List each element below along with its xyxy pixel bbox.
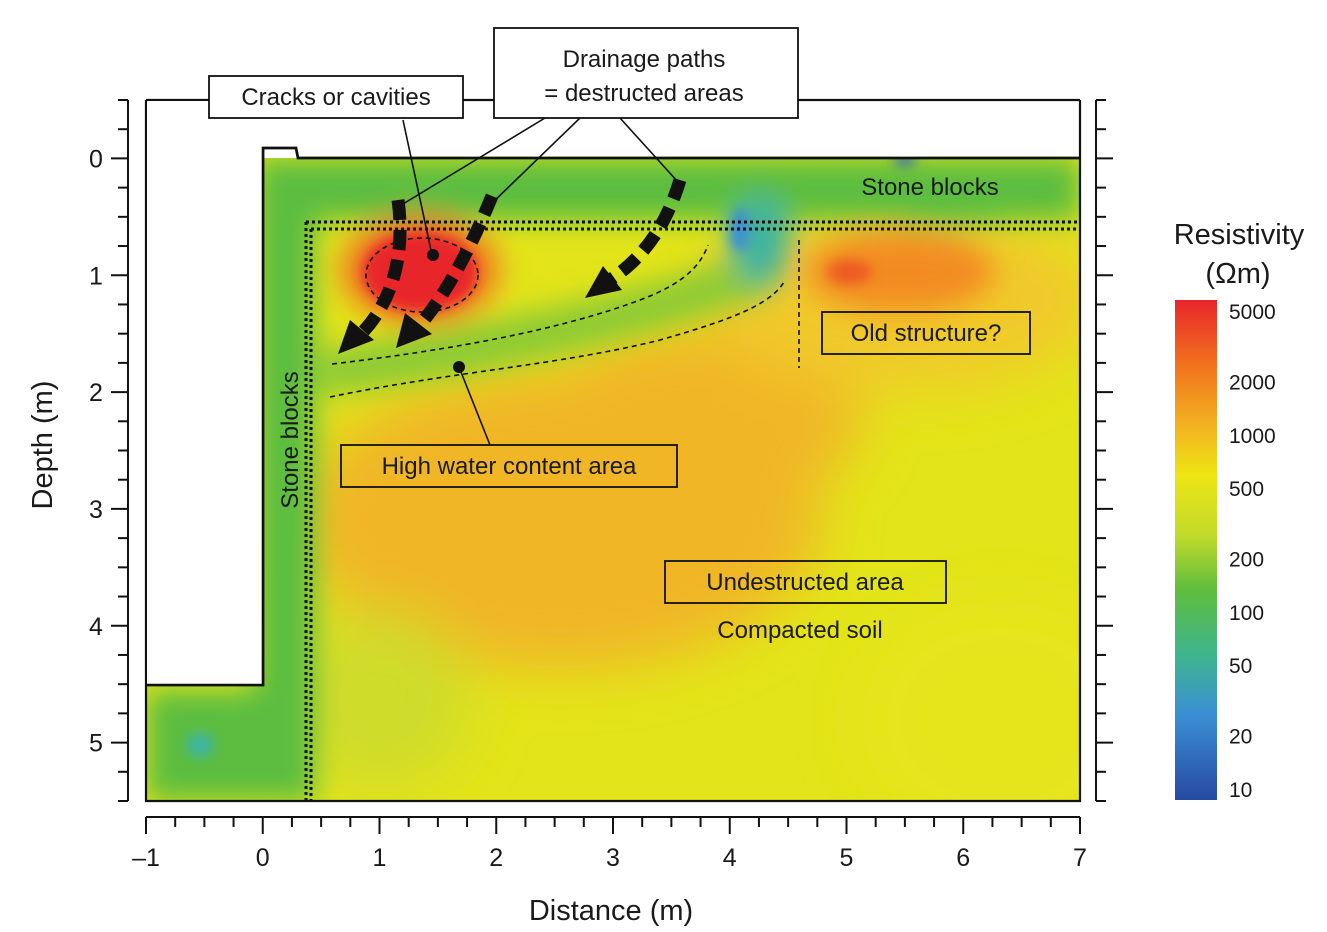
colorbar-tick-label: 200 — [1229, 549, 1264, 572]
stone-block-boundaries — [304, 220, 1080, 801]
colorbar: Resistivity (Ωm) 50002000100050020010050… — [1174, 219, 1305, 802]
colorbar-tick-label: 2000 — [1229, 371, 1276, 394]
stone-blocks-top-label: Stone blocks — [861, 174, 998, 201]
leader-dots — [427, 249, 465, 373]
colorbar-tick-labels: 5000 2000 1000 500 200 100 50 20 10 — [1229, 301, 1276, 802]
colorbar-title: Resistivity — [1174, 219, 1305, 251]
colorbar-tick-label: 20 — [1229, 726, 1252, 749]
x-tick-label: 7 — [1073, 844, 1087, 872]
y-tick-label: 3 — [89, 496, 103, 524]
x-tick-label: 5 — [840, 844, 854, 872]
stone-blocks-left-label: Stone blocks — [277, 371, 304, 508]
colorbar-tick-label: 5000 — [1229, 301, 1276, 324]
x-tick-label: 6 — [956, 844, 970, 872]
y-tick-label: 1 — [89, 262, 103, 290]
resistivity-heatmap — [146, 158, 1080, 801]
cracks-box: Cracks or cavities — [208, 75, 464, 119]
x-tick-labels: –1 0 1 2 3 4 5 6 7 — [132, 844, 1087, 872]
undestructed-box: Undestructed area — [664, 560, 947, 604]
x-tick-label: 2 — [489, 844, 503, 872]
y-tick-label: 2 — [89, 379, 103, 407]
y-axis-title: Depth (m) — [27, 381, 59, 510]
y-tick-label: 4 — [89, 613, 103, 641]
old-structure-label: Old structure? — [851, 320, 1002, 347]
high-water-label: High water content area — [382, 453, 637, 480]
plot-frame-blank-upper-left — [147, 101, 262, 684]
cracks-label: Cracks or cavities — [241, 84, 430, 111]
colorbar-unit: (Ωm) — [1205, 258, 1270, 290]
drainage-box: Drainage paths = destructed areas — [493, 27, 799, 119]
x-tick-label: 4 — [723, 844, 737, 872]
x-axis-title: Distance (m) — [529, 895, 693, 927]
compacted-soil-label: Compacted soil — [717, 617, 882, 644]
drainage-arrows — [355, 178, 687, 340]
high-water-box: High water content area — [340, 444, 678, 488]
colorbar-gradient — [1175, 300, 1217, 800]
colorbar-tick-label: 10 — [1229, 779, 1252, 802]
x-axis-ticks — [145, 816, 1081, 834]
y-tick-label: 5 — [89, 730, 103, 758]
x-tick-label: 1 — [373, 844, 387, 872]
colorbar-tick-label: 500 — [1229, 478, 1264, 501]
x-tick-label: –1 — [132, 844, 160, 872]
colorbar-tick-label: 50 — [1229, 655, 1252, 678]
y-tick-label: 0 — [89, 145, 103, 173]
drainage-arrowheads — [338, 266, 622, 354]
old-structure-box: Old structure? — [821, 311, 1031, 355]
annotation-leaders — [397, 117, 679, 446]
drainage-label-line1: Drainage paths — [563, 46, 726, 73]
undestructed-label: Undestructed area — [706, 569, 904, 596]
x-tick-label: 0 — [256, 844, 270, 872]
y-axis-ticks — [111, 99, 1113, 802]
dashed-features — [329, 237, 800, 398]
x-tick-label: 3 — [606, 844, 620, 872]
colorbar-tick-label: 1000 — [1229, 425, 1276, 448]
drainage-label-line2: = destructed areas — [544, 80, 743, 107]
y-tick-labels: 0 1 2 3 4 5 — [89, 145, 103, 757]
colorbar-tick-label: 100 — [1229, 602, 1264, 625]
plot-frame-step-line — [146, 146, 1080, 687]
